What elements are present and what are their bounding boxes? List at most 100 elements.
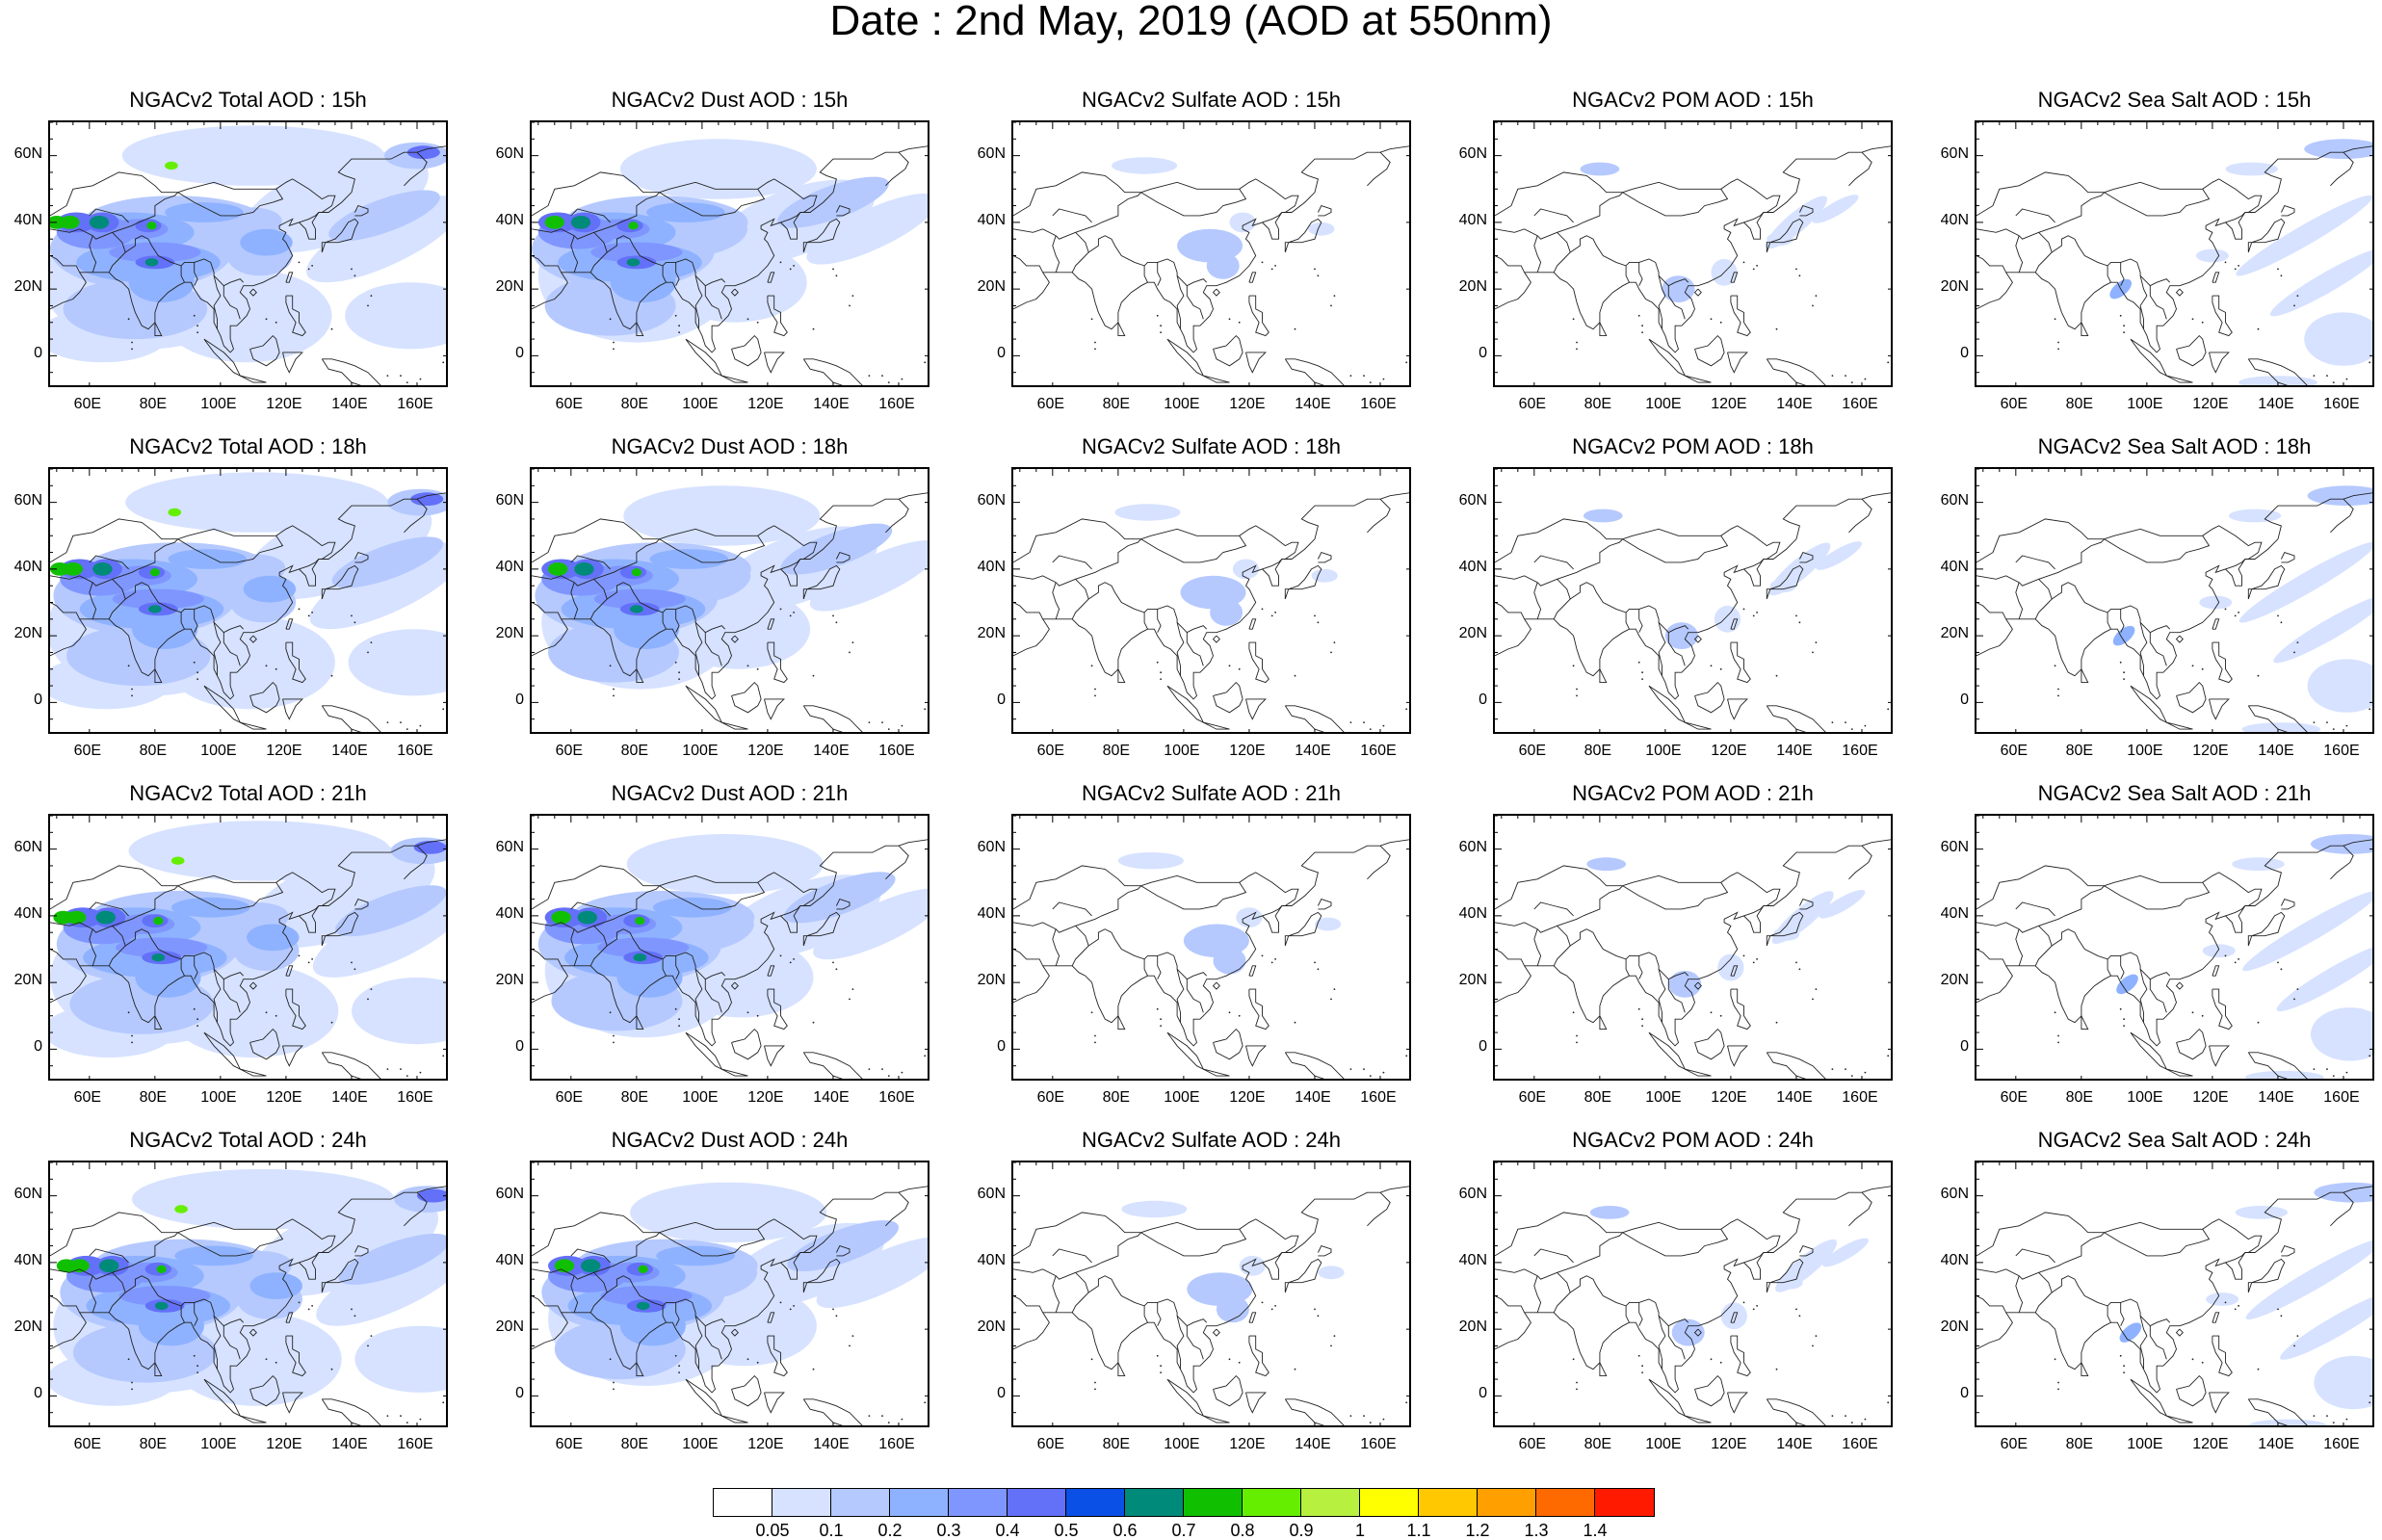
lat-tick-label: 60N bbox=[977, 1185, 1006, 1202]
coastline bbox=[2166, 1415, 2193, 1423]
coastline bbox=[802, 705, 863, 732]
coastline bbox=[2051, 582, 2171, 634]
islet bbox=[2123, 1365, 2125, 1368]
lon-tick-label: 160E bbox=[2323, 1089, 2360, 1106]
coastline bbox=[50, 865, 336, 910]
coastline bbox=[2175, 635, 2184, 643]
islet bbox=[131, 1388, 133, 1391]
islet bbox=[351, 961, 353, 964]
lon-tick-label: 100E bbox=[200, 743, 237, 759]
lon-tick-label: 140E bbox=[2258, 1436, 2294, 1452]
lon-tick-label: 120E bbox=[1711, 396, 1747, 412]
coastline bbox=[1685, 721, 1712, 730]
islet bbox=[2296, 1335, 2299, 1337]
lat-tick-label: 40N bbox=[1458, 558, 1487, 575]
coastline bbox=[89, 582, 97, 619]
coastline bbox=[1495, 1295, 1531, 1350]
coastline bbox=[1013, 865, 1299, 910]
coastline bbox=[1599, 668, 1608, 684]
islet bbox=[307, 961, 310, 964]
islet bbox=[851, 988, 854, 990]
coastline bbox=[249, 1328, 257, 1337]
islet bbox=[1742, 261, 1745, 264]
islet bbox=[275, 1361, 277, 1364]
coastline bbox=[1495, 538, 1624, 587]
islet bbox=[1641, 671, 1643, 674]
lat-tick-label: 0 bbox=[1960, 692, 1969, 709]
islet bbox=[2191, 665, 2194, 667]
aod-contour bbox=[787, 1220, 900, 1272]
lon-tick-label: 160E bbox=[1842, 1089, 1878, 1106]
islet bbox=[1270, 614, 1273, 617]
coastline bbox=[2247, 1258, 2286, 1293]
coastline bbox=[2015, 582, 2024, 619]
islet bbox=[1294, 327, 1296, 330]
coastline bbox=[570, 1248, 611, 1264]
colorbar-swatch bbox=[714, 1489, 772, 1516]
coastline bbox=[2247, 358, 2308, 385]
lon-tick-label: 60E bbox=[555, 1089, 584, 1106]
aod-contour bbox=[628, 222, 639, 230]
aod-contour bbox=[813, 888, 928, 960]
islet bbox=[812, 674, 815, 677]
coastline bbox=[249, 681, 280, 714]
islet bbox=[1094, 1041, 1096, 1044]
lon-tick-label: 60E bbox=[2000, 1089, 2029, 1106]
lon-tick-label: 140E bbox=[331, 743, 368, 759]
coastline bbox=[1052, 208, 1092, 223]
aod-contour bbox=[577, 910, 597, 925]
coastlines bbox=[1013, 145, 1409, 385]
islet bbox=[442, 361, 445, 364]
aod-field bbox=[50, 125, 446, 363]
lon-tick-label: 60E bbox=[555, 396, 584, 412]
islet bbox=[835, 1315, 838, 1318]
coastline bbox=[180, 612, 185, 630]
islet bbox=[307, 1308, 310, 1311]
coastline bbox=[50, 1212, 336, 1257]
aod-contour bbox=[240, 228, 293, 256]
lon-tick-label: 140E bbox=[813, 1436, 850, 1452]
islet bbox=[353, 621, 356, 624]
lon-tick-label: 60E bbox=[73, 1436, 102, 1452]
lat-tick-label: 0 bbox=[997, 345, 1006, 362]
islet bbox=[2369, 1401, 2371, 1404]
islet bbox=[2280, 1315, 2283, 1318]
aod-contour bbox=[1717, 953, 1744, 981]
islet bbox=[298, 608, 301, 611]
panel-title: NGACv2 Sulfate AOD : 21h bbox=[1081, 781, 1342, 805]
aod-contour bbox=[2245, 1070, 2324, 1079]
aod-map-sulfate-15h bbox=[1011, 120, 1411, 387]
lat-tick-label: 40N bbox=[1940, 558, 1969, 575]
coastline bbox=[764, 698, 785, 720]
islet bbox=[131, 1034, 133, 1037]
aod-contour bbox=[636, 1301, 650, 1311]
islet bbox=[1576, 1041, 1578, 1044]
islet bbox=[196, 1371, 199, 1373]
coastlines bbox=[1495, 145, 1891, 385]
coastline bbox=[1117, 322, 1126, 337]
islet bbox=[386, 1068, 389, 1070]
coastline bbox=[1143, 265, 1148, 283]
aod-contour bbox=[348, 629, 446, 696]
lon-tick-label: 160E bbox=[878, 396, 915, 412]
coastline bbox=[1730, 965, 1739, 977]
coastline bbox=[1730, 988, 1751, 1031]
axis-ticks bbox=[532, 122, 928, 385]
coastlines bbox=[50, 839, 446, 1079]
islet bbox=[196, 1365, 199, 1368]
aod-contour bbox=[168, 508, 182, 517]
aod-contour bbox=[165, 161, 178, 170]
islet bbox=[1756, 1305, 1758, 1307]
coastline bbox=[180, 958, 185, 977]
islet bbox=[1317, 1315, 1320, 1318]
map-canvas bbox=[532, 816, 928, 1079]
lat-tick-label: 40N bbox=[495, 1251, 524, 1268]
coastline bbox=[89, 928, 97, 966]
coastline bbox=[1569, 582, 1689, 634]
islet bbox=[1719, 321, 1722, 324]
aod-field bbox=[2109, 139, 2372, 385]
aod-field bbox=[1112, 157, 1335, 279]
lat-tick-label: 60N bbox=[495, 144, 524, 162]
islet bbox=[2257, 327, 2260, 330]
islet bbox=[1160, 1025, 1162, 1027]
